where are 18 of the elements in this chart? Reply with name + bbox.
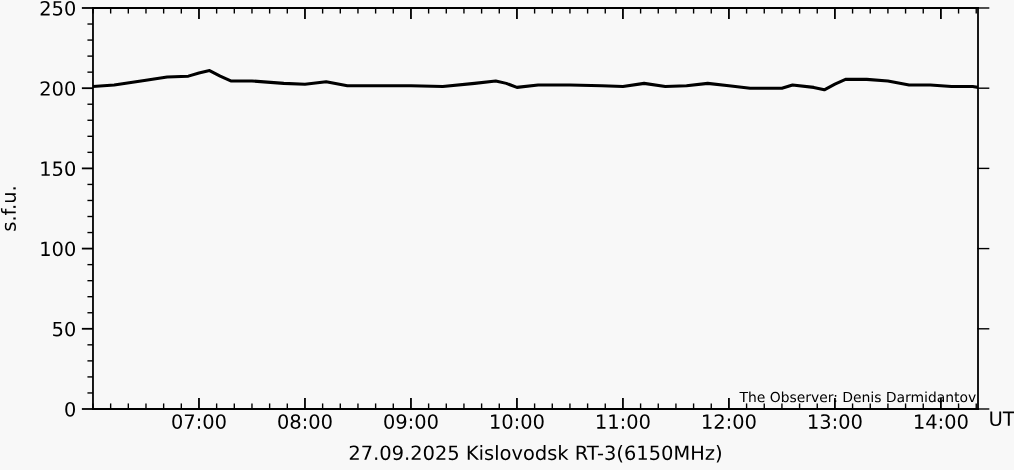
y-tick-label: 0 bbox=[65, 401, 76, 417]
annotation: The Observer: Denis Darmidantov bbox=[739, 391, 976, 403]
x-tick-label: 07:00 bbox=[172, 414, 226, 429]
y-axis-title: s.f.u. bbox=[0, 187, 16, 231]
x-tick-label: 08:00 bbox=[278, 414, 332, 429]
y-tick-label: 100 bbox=[41, 241, 76, 257]
x-tick-label: 09:00 bbox=[384, 414, 438, 429]
x-tick-label: 13:00 bbox=[809, 414, 862, 429]
x-axis-title: 27.09.2025 Kislovodsk RT-3(6150MHz) bbox=[349, 445, 721, 463]
y-tick-label: 50 bbox=[53, 321, 76, 337]
x-tick-label: 14:00 bbox=[915, 414, 968, 429]
y-tick-label: 200 bbox=[40, 81, 76, 96]
x-tick-label: 12:00 bbox=[703, 414, 756, 429]
x-tick-label: 10:00 bbox=[491, 414, 544, 429]
x-tick-label: 11:00 bbox=[597, 414, 650, 429]
text: UT bbox=[990, 411, 1014, 427]
y-tick-label: 150 bbox=[41, 161, 76, 177]
y-tick-label: 250 bbox=[40, 0, 76, 16]
